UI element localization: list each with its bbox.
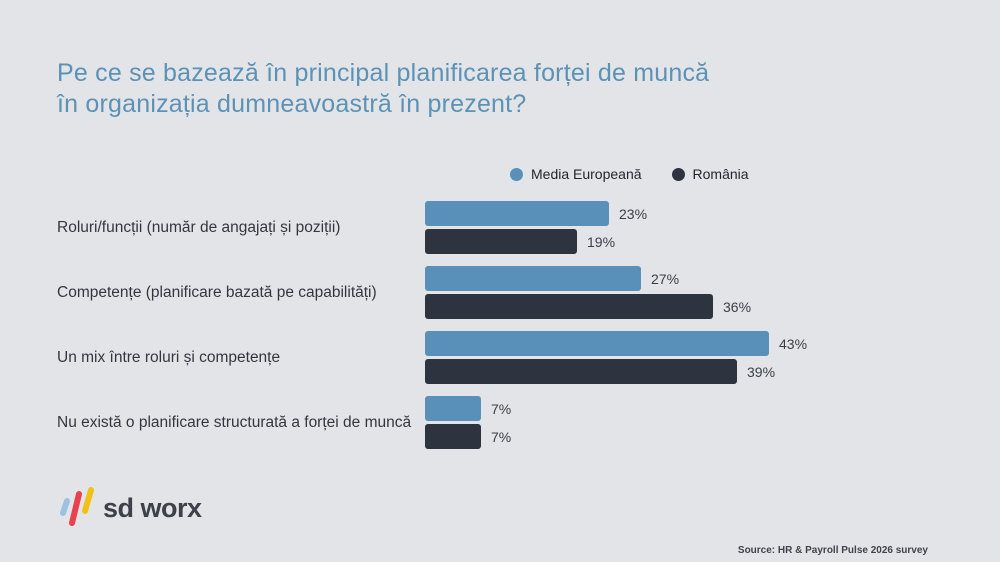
bar-line: 27% — [425, 266, 970, 291]
source-note: Source: HR & Payroll Pulse 2026 survey — [737, 545, 928, 556]
legend-item-media-european: Media Europeană — [510, 166, 642, 182]
bar-line: 7% — [425, 424, 970, 449]
bar-rom-nia — [425, 229, 577, 254]
bar-line: 36% — [425, 294, 970, 319]
sdworx-logo-icon — [60, 487, 94, 526]
bar-line: 39% — [425, 359, 970, 384]
category-label: Roluri/funcții (număr de angajați și poz… — [57, 218, 341, 236]
sdworx-logo: sd worx — [55, 486, 202, 530]
bar-rom-nia — [425, 424, 481, 449]
page-title-line2: în organizația dumneavoastră în prezent? — [57, 90, 527, 118]
bar-group: 43% 39% — [425, 331, 970, 384]
chart-row: Nu există o planificare structurată a fo… — [57, 396, 970, 449]
bar-group: 27% 36% — [425, 266, 970, 319]
value-label: 7% — [491, 400, 512, 417]
bar-line: 23% — [425, 201, 970, 226]
legend-dot-icon — [671, 167, 685, 181]
value-label: 39% — [747, 363, 776, 380]
category-label: Competențe (planificare bazată pe capabi… — [57, 283, 377, 301]
value-label: 7% — [491, 428, 512, 445]
page-title-line1: Pe ce se bazează în principal planificar… — [57, 59, 710, 87]
bar-media-european — [425, 201, 609, 226]
legend-label: România — [692, 166, 749, 182]
bar-media-european — [425, 396, 481, 421]
bar-group: 7% 7% — [425, 396, 970, 449]
bar-rom-nia — [425, 359, 737, 384]
bar-rom-nia — [425, 294, 713, 319]
bar-media-european — [425, 266, 641, 291]
chart-row: Roluri/funcții (număr de angajați și poz… — [57, 201, 970, 254]
bar-group: 23% 19% — [425, 201, 970, 254]
value-label: 43% — [779, 335, 808, 352]
value-label: 27% — [651, 270, 680, 287]
bar-line: 19% — [425, 229, 970, 254]
category-label: Un mix între roluri și competențe — [57, 348, 281, 366]
legend-label: Media Europeană — [531, 166, 642, 182]
sdworx-logo-text: sd worx — [103, 492, 202, 523]
value-label: 19% — [587, 233, 616, 250]
category-label: Nu există o planificare structurată a fo… — [57, 413, 412, 431]
legend-item-rom-nia: România — [671, 166, 749, 182]
chart-row: Competențe (planificare bazată pe capabi… — [57, 266, 970, 319]
value-label: 36% — [723, 298, 752, 315]
bar-media-european — [425, 331, 769, 356]
bar-line: 7% — [425, 396, 970, 421]
value-label: 23% — [619, 205, 648, 222]
page-title: Pe ce se bazează în principal planificar… — [57, 58, 837, 120]
legend-dot-icon — [510, 167, 523, 181]
legend: Media Europeană România — [510, 166, 749, 182]
bar-chart: Roluri/funcții (număr de angajați și poz… — [57, 201, 970, 461]
chart-row: Un mix între roluri și competențe 43% 39% — [57, 331, 970, 384]
bar-line: 43% — [425, 331, 970, 356]
